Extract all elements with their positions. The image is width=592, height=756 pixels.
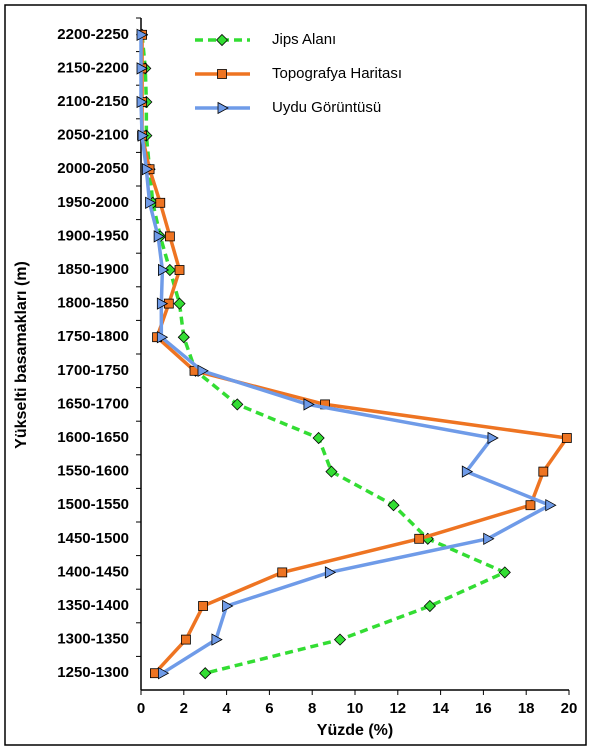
y-axis-title: Yükselti basamakları (m) (13, 261, 30, 449)
y-tick-label: 2050-2100 (57, 127, 129, 144)
series-line (140, 34, 507, 675)
marker (222, 599, 234, 613)
y-tick-label: 1700-1750 (57, 362, 129, 379)
marker (211, 633, 223, 646)
marker (387, 499, 400, 512)
y-tick-label: 1450-1500 (57, 530, 129, 547)
marker (498, 566, 511, 579)
series-line (139, 34, 552, 675)
legend-label: Jips Alanı (272, 31, 336, 48)
legend-label: Uydu Görüntüsü (272, 99, 381, 116)
x-tick-label: 6 (265, 700, 273, 717)
marker (173, 297, 186, 310)
marker (156, 297, 169, 310)
marker (483, 532, 495, 545)
marker (136, 95, 148, 109)
y-tick-label: 1500-1550 (57, 496, 129, 513)
marker (141, 163, 154, 176)
marker (312, 431, 325, 445)
y-tick-label: 2000-2050 (57, 160, 129, 177)
marker (215, 33, 229, 47)
marker (136, 62, 148, 75)
marker (136, 28, 148, 41)
marker (217, 101, 229, 115)
marker (231, 398, 244, 411)
marker (325, 465, 338, 478)
marker (538, 466, 549, 477)
marker (155, 197, 166, 208)
y-tick-label: 1300-1350 (57, 631, 129, 648)
y-tick-label: 1250-1300 (57, 664, 129, 681)
marker (153, 230, 165, 243)
marker (157, 667, 170, 680)
y-tick-label: 1800-1850 (57, 295, 129, 312)
x-axis-title: Yüzde (%) (317, 722, 393, 739)
marker (487, 431, 499, 445)
marker (156, 331, 169, 344)
y-tick-label: 2150-2200 (57, 59, 129, 76)
x-tick-label: 12 (389, 700, 406, 717)
marker (333, 633, 347, 646)
x-tick-label: 8 (308, 700, 316, 717)
marker (157, 263, 170, 277)
y-tick-label: 1600-1650 (57, 429, 129, 446)
y-tick-label: 1750-1800 (57, 328, 129, 345)
marker (177, 331, 190, 344)
y-tick-label: 2200-2250 (57, 26, 129, 43)
marker (217, 69, 227, 79)
y-tick-label: 1550-1600 (57, 463, 129, 480)
marker (561, 433, 572, 443)
marker (197, 364, 209, 377)
marker (545, 499, 557, 512)
marker (324, 566, 337, 579)
marker (137, 129, 149, 142)
x-tick-label: 0 (137, 700, 145, 717)
marker (199, 667, 212, 680)
legend-label: Topografya Haritası (272, 65, 402, 82)
marker (163, 263, 176, 277)
y-tick-label: 1400-1450 (57, 563, 129, 580)
y-tick-label: 1350-1400 (57, 597, 129, 614)
y-tick-label: 1650-1700 (57, 395, 129, 412)
x-tick-label: 18 (518, 700, 535, 717)
y-tick-label: 1900-1950 (57, 227, 129, 244)
y-tick-label: 1850-1900 (57, 261, 129, 278)
frame (4, 4, 587, 746)
x-tick-label: 10 (347, 700, 364, 717)
x-tick-label: 20 (561, 700, 578, 717)
marker (414, 533, 425, 544)
marker (525, 500, 536, 511)
y-tick-label: 2100-2150 (57, 93, 129, 110)
marker (198, 601, 208, 611)
x-tick-label: 14 (432, 700, 449, 717)
marker (423, 599, 436, 613)
marker (461, 465, 474, 478)
marker (164, 231, 175, 242)
x-tick-label: 16 (475, 700, 492, 717)
marker (181, 634, 191, 645)
x-tick-label: 2 (180, 700, 188, 717)
marker (303, 398, 315, 411)
marker (277, 567, 288, 578)
marker (174, 265, 185, 275)
y-tick-label: 1950-2000 (57, 194, 129, 211)
x-tick-label: 4 (222, 700, 231, 717)
marker (145, 196, 157, 209)
